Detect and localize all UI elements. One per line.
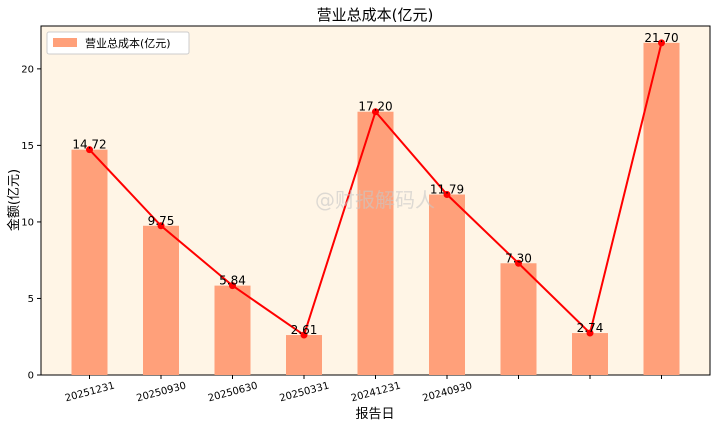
bar-2 <box>214 285 251 375</box>
legend-swatch <box>53 38 77 47</box>
x-tick-label-3: 20250331 <box>278 381 330 405</box>
line-point-8 <box>658 39 665 47</box>
bar-8 <box>643 42 680 376</box>
y-tick-label-3: 15 <box>21 141 34 152</box>
legend: 营业总成本(亿元) <box>46 31 190 55</box>
bar-6 <box>500 263 537 375</box>
legend-box <box>46 31 190 55</box>
line-point-0 <box>86 146 93 154</box>
bar-3 <box>286 335 322 375</box>
data-label-5: 11.79 <box>430 183 464 197</box>
data-label-7: 2.74 <box>577 321 604 335</box>
data-label-3: 2.61 <box>291 323 318 337</box>
x-tick-label-1: 20250930 <box>135 381 187 405</box>
line-point-4 <box>372 108 379 116</box>
y-tick-label-1: 5 <box>28 294 34 305</box>
x-tick-label-5: 20240930 <box>421 381 473 405</box>
data-label-8: 21.70 <box>644 31 678 45</box>
line-point-3 <box>300 331 308 339</box>
bar-5 <box>429 194 465 375</box>
y-tick-label-4: 20 <box>21 64 34 75</box>
x-axis-title: 报告日 <box>355 407 394 422</box>
data-label-2: 5.84 <box>219 274 246 288</box>
x-tick-label-2: 20250630 <box>207 381 259 405</box>
bar-0 <box>71 149 108 375</box>
watermark: @财报解码人 <box>315 188 435 212</box>
data-label-4: 17.20 <box>358 100 392 114</box>
y-tick-label-0: 0 <box>28 371 34 382</box>
line-point-7 <box>586 329 594 337</box>
bar-7 <box>572 333 608 375</box>
line-point-5 <box>443 191 451 199</box>
line-point-1 <box>157 222 165 230</box>
y-axis-title: 金额(亿元) <box>6 169 22 231</box>
chart-title: 营业总成本(亿元) <box>317 6 434 24</box>
data-label-6: 7.30 <box>505 251 532 265</box>
y-tick-label-2: 10 <box>21 217 34 228</box>
x-tick-label-0: 20251231 <box>64 381 116 405</box>
data-label-1: 9.75 <box>148 214 175 228</box>
x-tick-label-4: 20241231 <box>350 381 402 405</box>
bar-4 <box>357 111 394 375</box>
data-label-0: 14.72 <box>72 138 106 152</box>
line-point-2 <box>229 282 236 290</box>
line-point-6 <box>515 259 522 267</box>
legend-label: 营业总成本(亿元) <box>85 36 171 50</box>
bar-1 <box>143 225 179 375</box>
